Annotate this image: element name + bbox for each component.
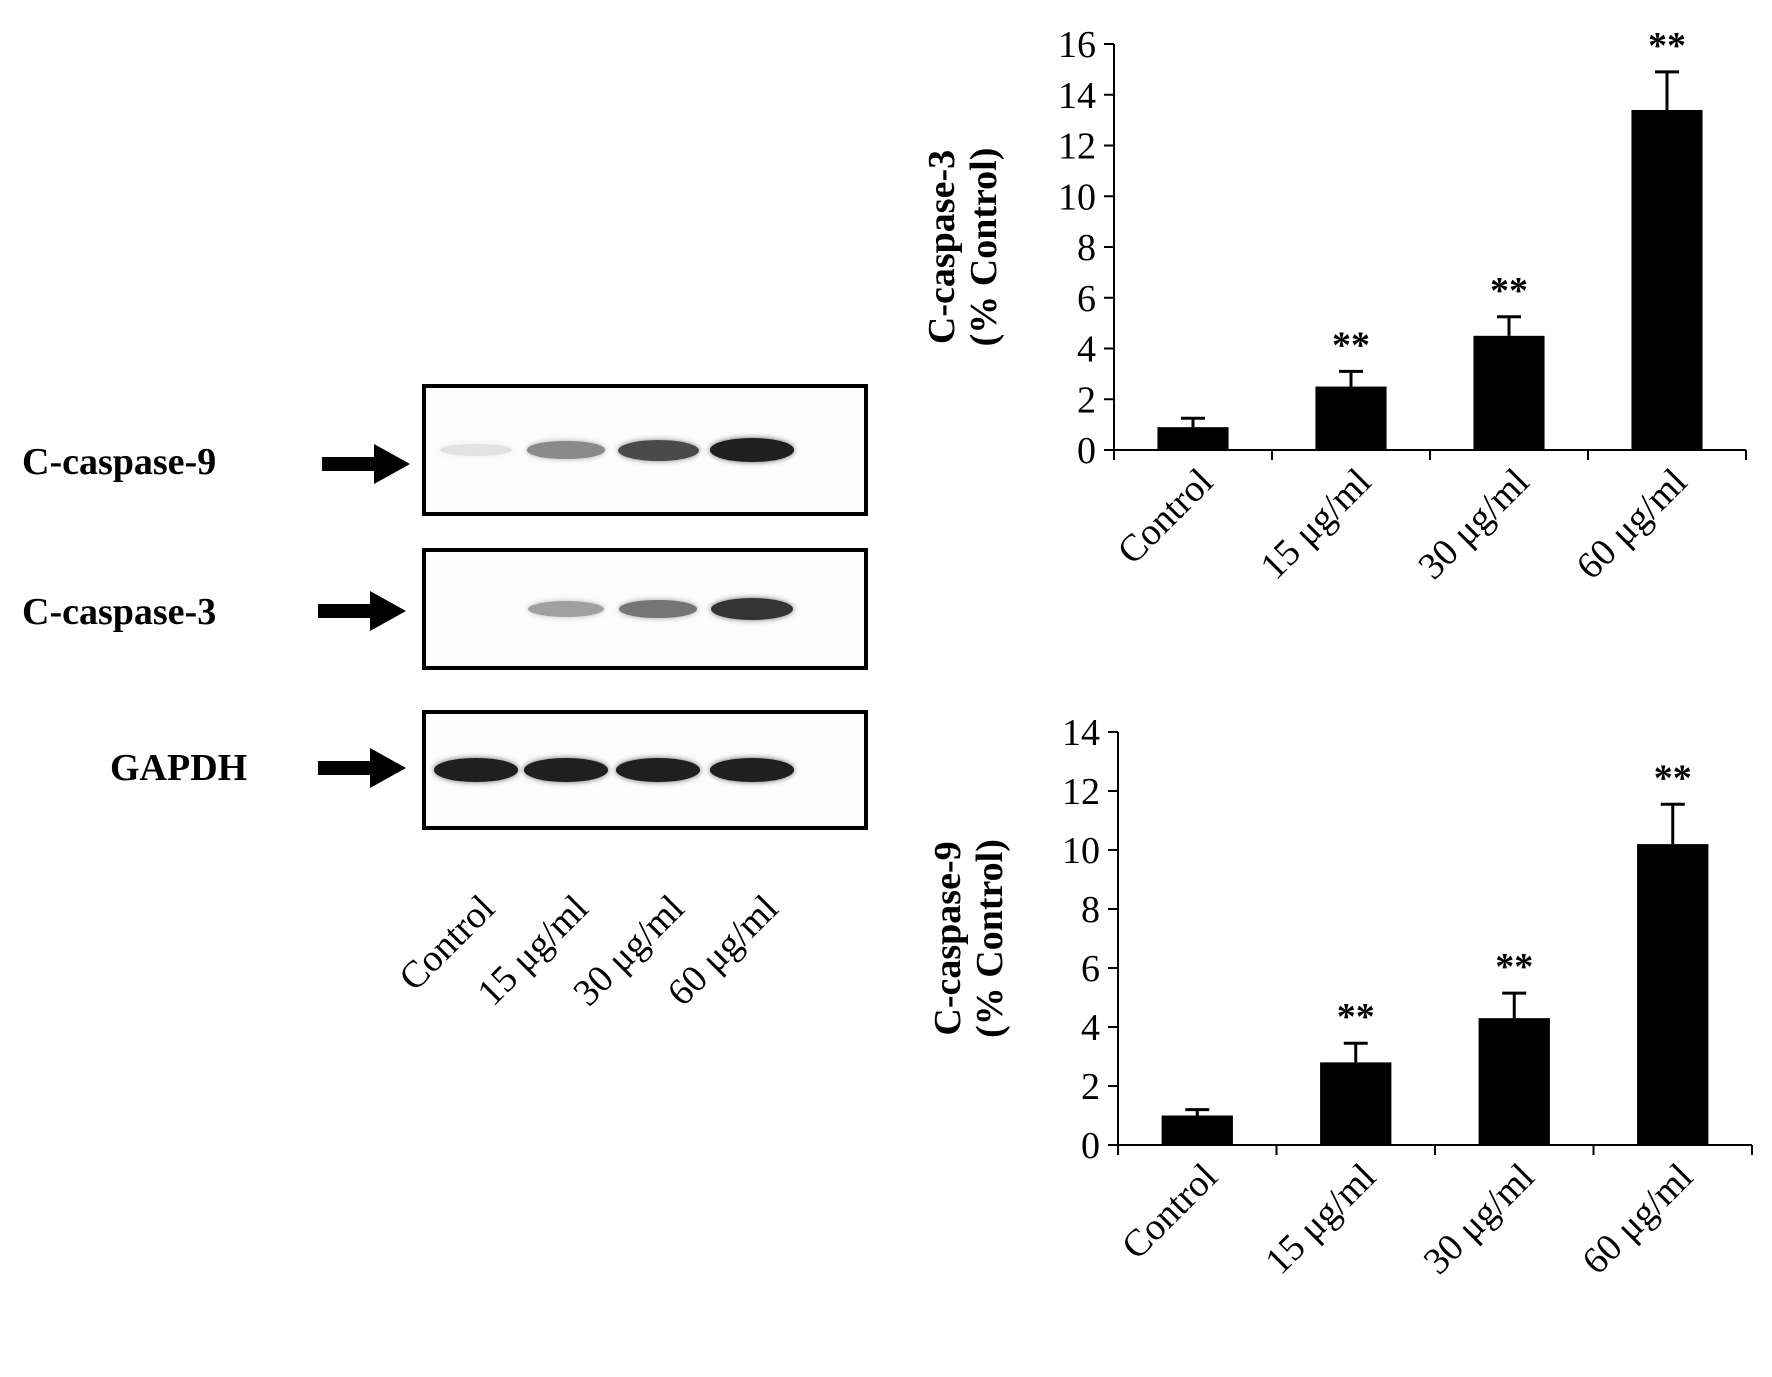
bar (1320, 1062, 1392, 1145)
blot-label-c-caspase-9: C-caspase-9 (22, 441, 217, 483)
y-tick-label: 4 (1081, 1007, 1100, 1049)
y-tick-label: 14 (1062, 712, 1100, 754)
western-blot-panel: C-caspase-9 C-caspase-3 GAPDH Control 15… (22, 384, 868, 1014)
significance-label: ** (1648, 25, 1686, 67)
significance-label: ** (1332, 324, 1370, 366)
blot-band (616, 758, 700, 782)
blot-label-c-caspase-3: C-caspase-3 (22, 591, 217, 633)
y-tick-label: 0 (1077, 430, 1096, 472)
blot-band (524, 758, 608, 782)
x-tick-label: 60 μg/ml (1568, 461, 1695, 588)
blot-strip-c-caspase-3 (422, 548, 868, 670)
x-tick-label: 15 μg/ml (1257, 1156, 1384, 1283)
significance-label: ** (1654, 757, 1692, 799)
blot-band (710, 438, 794, 462)
y-tick-label: 8 (1077, 227, 1096, 269)
y-tick-label: 16 (1058, 24, 1096, 66)
y-axis-label-line1: C-caspase-9 (927, 841, 969, 1035)
blot-band (617, 439, 699, 461)
bar (1157, 427, 1229, 450)
arrow-c-caspase-9-icon (322, 444, 410, 484)
bar-chart-c-caspase-9: 0 2 4 6 8 10 12 14 Control ** 15 μg/ml ** 30 μg/ml **… (927, 712, 1753, 1283)
y-tick-label: 10 (1058, 176, 1096, 218)
x-tick-label: Control (1114, 1156, 1226, 1268)
x-tick-label: Control (1110, 461, 1222, 573)
blot-band (439, 443, 513, 457)
y-tick-label: 14 (1058, 75, 1096, 117)
bar (1478, 1018, 1550, 1145)
y-tick-label: 2 (1077, 379, 1096, 421)
blot-band (710, 758, 794, 782)
significance-label: ** (1490, 270, 1528, 312)
blot-strip-gapdh (422, 710, 868, 830)
x-tick-label: 60 μg/ml (1574, 1156, 1701, 1283)
y-tick-label: 6 (1077, 278, 1096, 320)
x-tick-label: 30 μg/ml (1410, 461, 1537, 588)
x-tick-label: 15 μg/ml (1252, 461, 1379, 588)
y-tick-label: 8 (1081, 889, 1100, 931)
x-tick-label: 30 μg/ml (1416, 1156, 1543, 1283)
bar (1315, 386, 1387, 450)
y-tick-label: 2 (1081, 1066, 1100, 1108)
bar (1161, 1115, 1233, 1145)
bar (1473, 335, 1545, 450)
y-axis-label-line1: C-caspase-3 (921, 150, 963, 344)
arrow-c-caspase-3-icon (318, 591, 406, 631)
blot-strip-c-caspase-9 (422, 384, 868, 516)
blot-band (618, 599, 698, 619)
blot-band (527, 600, 605, 618)
bar (1637, 844, 1709, 1145)
blot-band (434, 758, 518, 782)
significance-label: ** (1495, 946, 1533, 988)
y-tick-label: 6 (1081, 948, 1100, 990)
y-axis-label-line2: (% Control) (969, 839, 1011, 1038)
blot-label-gapdh: GAPDH (110, 747, 248, 789)
bar (1631, 109, 1703, 450)
blot-band (710, 597, 794, 621)
y-tick-label: 10 (1062, 830, 1100, 872)
y-tick-label: 4 (1077, 329, 1096, 371)
significance-label: ** (1337, 996, 1375, 1038)
bar-chart-c-caspase-3: 0 2 4 6 8 10 12 14 16 Control ** 15 μg/ml ** 30 μg/ml… (921, 24, 1747, 588)
y-tick-label: 12 (1058, 126, 1096, 168)
y-axis-label-line2: (% Control) (963, 148, 1005, 347)
y-tick-label: 12 (1062, 771, 1100, 813)
arrow-gapdh-icon (318, 748, 406, 788)
blot-band (527, 441, 605, 459)
y-tick-label: 0 (1081, 1125, 1100, 1167)
